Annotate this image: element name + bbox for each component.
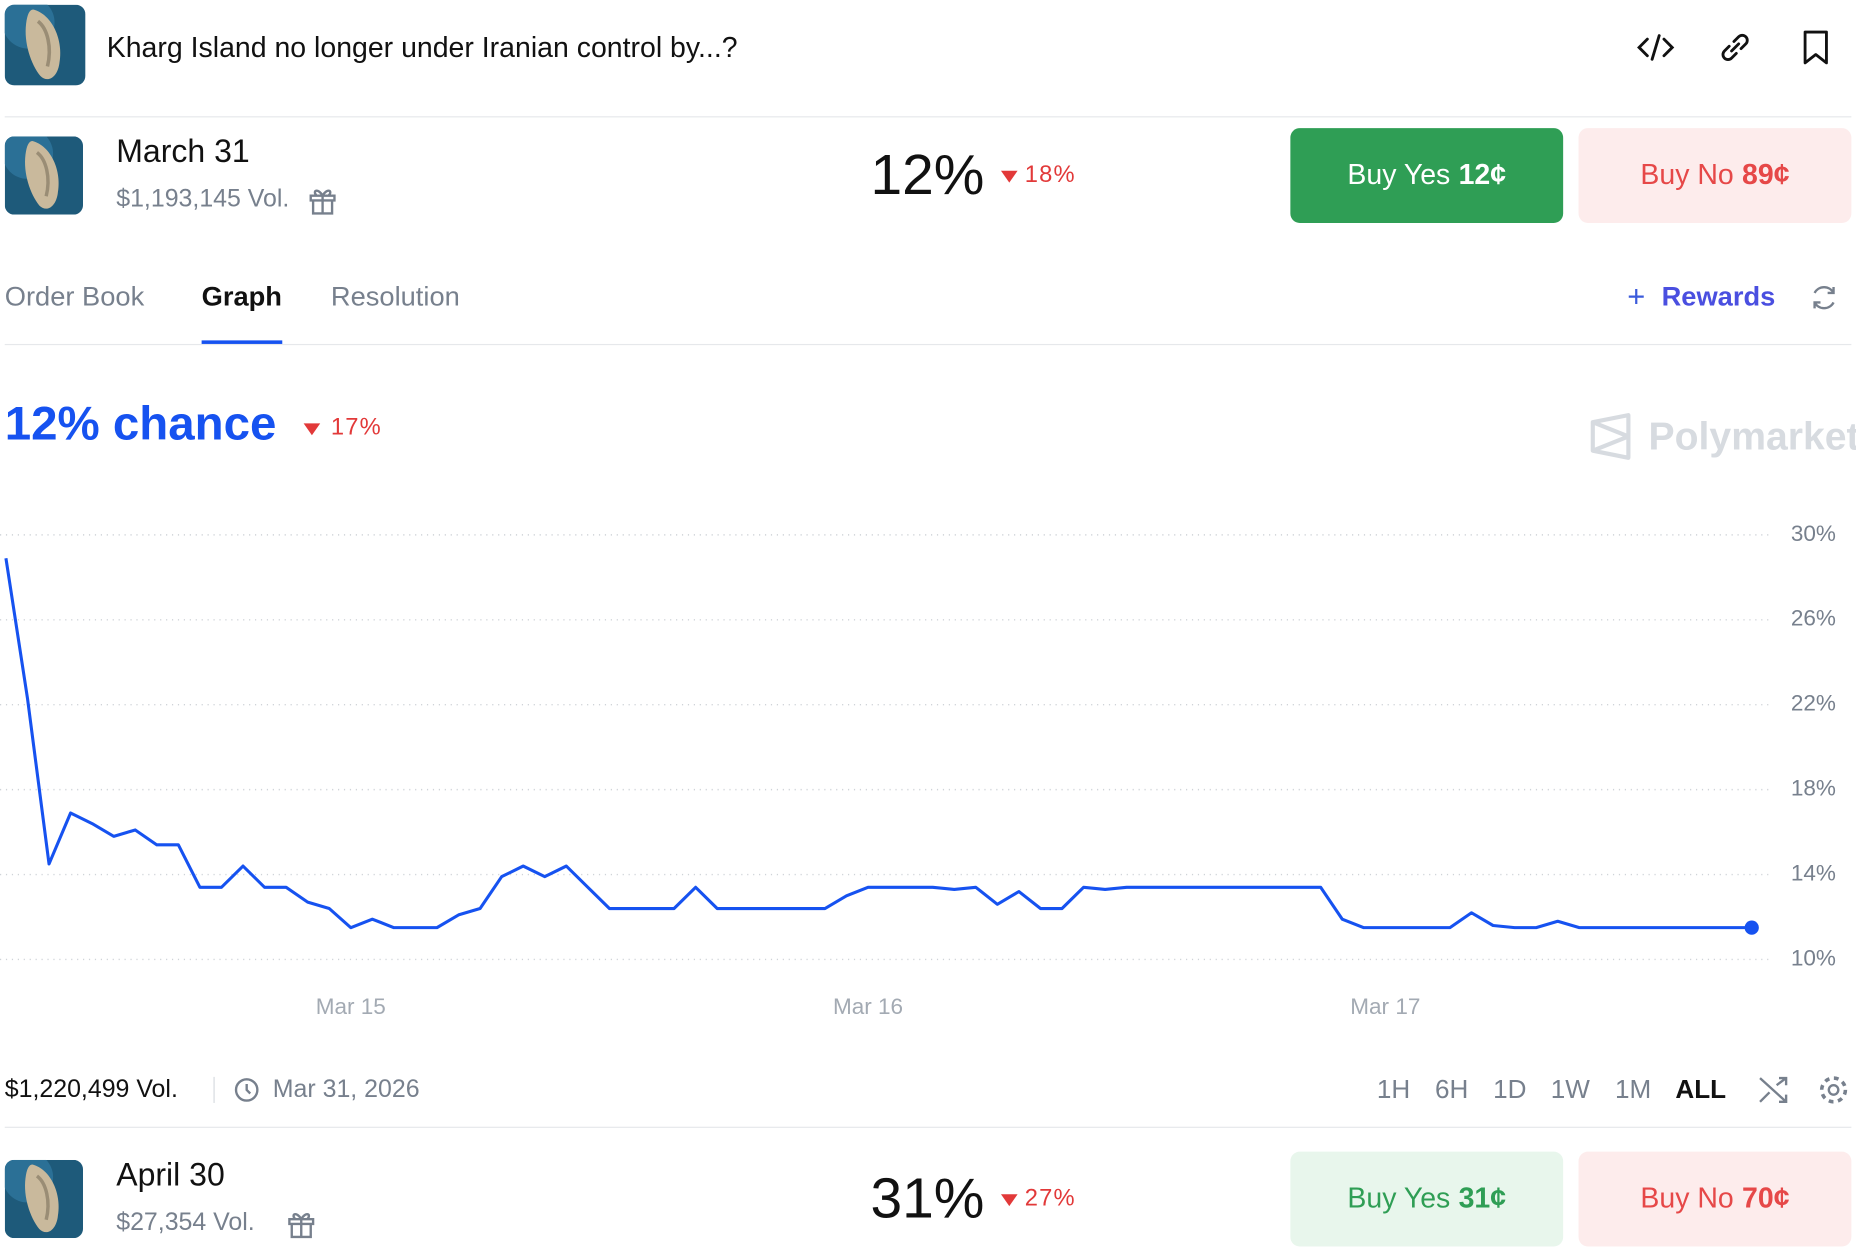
market-chance: 12% [870,144,985,207]
embed-icon[interactable] [1637,31,1675,64]
buy-yes-button[interactable]: Buy Yes 31¢ [1290,1151,1564,1247]
watermark: Polymarket [1648,413,1856,458]
gift-icon [288,1213,315,1239]
divider [4,1126,1852,1128]
logo-icon [1590,413,1631,460]
x-tick-label: Mar 15 [316,994,386,1019]
settings-icon[interactable] [1817,1073,1850,1106]
clock-icon [234,1078,259,1102]
market-image [5,5,86,86]
market-change: 18% [1024,161,1076,188]
y-tick-label: 30% [1791,521,1836,546]
range-button[interactable]: 1D [1493,1074,1527,1105]
no-price: 70¢ [1742,1182,1790,1215]
refresh-icon[interactable] [1809,282,1840,313]
tab[interactable]: Resolution [330,280,460,312]
gift-icon [309,189,336,215]
market-volume: $1,193,145 Vol. [116,185,290,213]
price-line [4,558,1752,930]
total-volume: $1,220,499 Vol. [4,1075,178,1103]
market-label: April 30 [116,1156,225,1193]
down-arrow [1000,170,1018,183]
down-arrow [303,423,321,436]
market-chance: 31% [870,1167,985,1231]
buy-yes-label: Buy Yes [1347,1182,1451,1215]
divider [4,116,1852,118]
range-button[interactable]: 6H [1434,1074,1469,1105]
chart-title: 12% chance [4,397,277,451]
market-image [5,1160,83,1238]
link-icon[interactable] [1717,30,1753,66]
plus-icon: + [1627,278,1646,314]
y-tick-label: 10% [1791,945,1836,970]
y-tick-label: 18% [1791,776,1836,801]
market-title: Kharg Island no longer under Iranian con… [106,32,738,65]
buy-no-button[interactable]: Buy No 70¢ [1578,1151,1852,1247]
y-tick-label: 26% [1791,606,1836,631]
tab-underline [201,340,283,344]
buy-no-button[interactable]: Buy No 89¢ [1578,128,1852,223]
chart-change: 17% [330,414,382,441]
market-image [5,136,83,214]
tab[interactable]: Graph [201,280,282,312]
shuffle-icon[interactable] [1756,1073,1789,1106]
divider [4,343,1852,346]
market-volume: $27,354 Vol. [116,1208,255,1236]
bookmark-icon[interactable] [1800,28,1831,66]
x-tick-label: Mar 16 [833,994,903,1019]
yes-price: 31¢ [1458,1182,1507,1215]
y-tick-label: 22% [1791,691,1836,716]
buy-yes-label: Buy Yes [1347,158,1451,191]
end-date: Mar 31, 2026 [272,1075,420,1103]
buy-yes-button[interactable]: Buy Yes 12¢ [1290,128,1564,223]
y-tick-label: 14% [1791,861,1836,886]
separator [213,1076,215,1103]
market-change: 27% [1024,1185,1076,1212]
yes-price: 12¢ [1458,158,1507,191]
rewards-link[interactable]: Rewards [1661,280,1776,312]
x-tick-label: Mar 17 [1350,994,1420,1019]
chart: 10% 14% 18% 22% 26% 30% Mar 15 Mar 16 Mar 17 [0,521,1836,1019]
range-button[interactable]: 1M [1614,1074,1652,1105]
last-point [1744,920,1759,935]
buy-no-label: Buy No [1640,1182,1734,1215]
range-button[interactable]: 1H [1376,1074,1411,1105]
down-arrow [1000,1194,1018,1207]
range-button[interactable]: 1W [1550,1074,1590,1105]
range-button[interactable]: ALL [1675,1074,1727,1105]
market-label: March 31 [116,133,250,170]
buy-no-label: Buy No [1640,158,1734,191]
tab[interactable]: Order Book [4,280,145,312]
no-price: 89¢ [1742,158,1790,191]
